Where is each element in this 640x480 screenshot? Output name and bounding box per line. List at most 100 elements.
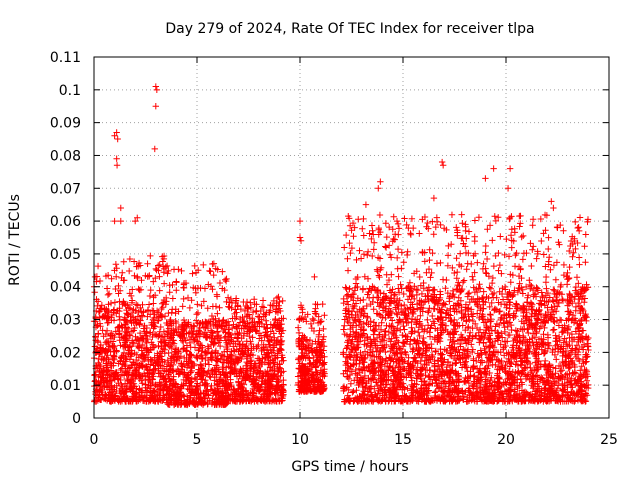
data-point (100, 382, 107, 390)
data-point (94, 262, 102, 270)
data-point (196, 333, 203, 340)
data-point (95, 307, 103, 315)
data-point (142, 337, 150, 345)
data-point (156, 396, 164, 403)
data-point (166, 282, 173, 289)
data-point (144, 306, 152, 314)
data-point (145, 367, 153, 374)
data-point (95, 394, 102, 401)
data-point (156, 380, 163, 388)
data-point (205, 281, 212, 288)
data-point (156, 273, 163, 280)
data-point (112, 273, 120, 280)
data-point (154, 332, 162, 340)
data-point (102, 339, 109, 346)
data-point (210, 316, 217, 324)
data-point (140, 325, 147, 332)
data-point (150, 307, 157, 314)
data-point (215, 378, 222, 385)
data-point (166, 343, 173, 350)
data-point (195, 327, 203, 334)
data-point (129, 396, 136, 403)
data-point (120, 357, 127, 365)
data-point (107, 377, 115, 384)
data-point (143, 391, 151, 399)
data-point (172, 400, 179, 408)
data-point (138, 334, 145, 342)
data-point (124, 310, 131, 318)
data-point (194, 386, 202, 393)
data-point (209, 286, 216, 293)
data-point (163, 333, 171, 340)
data-point (91, 372, 98, 379)
data-point (115, 323, 122, 331)
data-point (94, 298, 102, 305)
data-point (155, 370, 162, 377)
data-point (202, 360, 209, 368)
data-point (204, 324, 212, 332)
data-point (218, 352, 226, 359)
data-point (207, 386, 214, 393)
data-point (156, 312, 164, 320)
data-point (152, 365, 159, 372)
data-point (130, 372, 138, 380)
data-point (188, 297, 195, 304)
data-point (158, 343, 165, 351)
data-point (123, 375, 131, 383)
data-point (134, 360, 142, 367)
data-point (146, 374, 153, 381)
data-point (146, 329, 154, 336)
data-point (94, 302, 101, 310)
data-point (170, 266, 178, 273)
data-point (116, 287, 124, 294)
data-point (212, 265, 219, 272)
data-point (216, 304, 223, 311)
data-point (152, 274, 159, 282)
data-point (116, 323, 123, 330)
data-point (106, 397, 113, 405)
data-point (118, 354, 125, 361)
data-point (127, 351, 134, 358)
data-point (160, 269, 168, 276)
data-point (110, 306, 118, 313)
data-point (200, 298, 208, 305)
data-point (165, 337, 173, 344)
data-point (186, 304, 194, 312)
data-point (188, 351, 195, 359)
data-point (140, 352, 147, 359)
data-point (172, 348, 179, 355)
data-point (204, 349, 212, 356)
data-point (131, 349, 138, 357)
data-point (100, 333, 107, 340)
data-point (133, 263, 140, 270)
data-point (167, 330, 174, 337)
data-point (143, 332, 150, 340)
data-point (211, 377, 218, 384)
data-point (157, 385, 164, 392)
data-point (122, 388, 129, 396)
data-point (120, 349, 128, 357)
data-point (151, 292, 159, 299)
data-point (131, 272, 138, 279)
data-point (126, 386, 134, 393)
data-point (129, 297, 136, 304)
data-point (121, 300, 128, 307)
data-point (160, 328, 168, 335)
data-point (120, 334, 127, 341)
data-point (146, 397, 154, 405)
data-point (103, 377, 110, 385)
data-point (110, 353, 118, 360)
data-point (114, 375, 121, 382)
data-point (135, 344, 142, 352)
data-point (139, 380, 146, 387)
data-point (158, 356, 166, 363)
data-point (131, 383, 139, 390)
data-point (118, 365, 125, 372)
data-point (147, 346, 154, 353)
data-point (96, 387, 103, 395)
data-point (123, 356, 130, 363)
data-point (214, 310, 221, 317)
data-point (122, 328, 129, 336)
data-point (103, 337, 111, 345)
